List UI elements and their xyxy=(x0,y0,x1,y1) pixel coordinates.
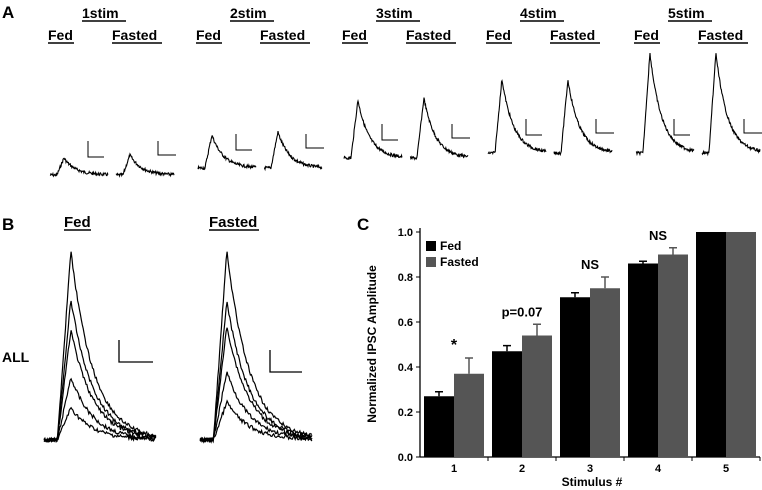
scalebar-fed-2 xyxy=(235,134,252,151)
legend-label-fed: Fed xyxy=(440,239,461,253)
trace-fasted-1 xyxy=(115,152,175,178)
scalebar-fasted-1 xyxy=(157,141,176,156)
legend: Fed Fasted xyxy=(426,239,479,269)
scalebar-fasted-5 xyxy=(743,119,762,134)
y-tick-label-4: 0.8 xyxy=(398,272,413,284)
trace-fasted-3 xyxy=(409,97,469,161)
bar-chart: Normalized IPSC Amplitude Stimulus # Fed… xyxy=(365,227,761,489)
bar-fasted-2 xyxy=(522,335,552,457)
y-tick-label-2: 0.4 xyxy=(398,362,414,374)
overlay-fed-1 xyxy=(43,406,157,444)
overlay-fasted-4 xyxy=(199,301,313,444)
trace-fed-5 xyxy=(635,52,695,157)
x-tick-label-4: 4 xyxy=(655,463,662,475)
bar-fed-5 xyxy=(696,232,726,457)
annotation-2: NS xyxy=(581,257,599,272)
stim-fed-label-2: Fed xyxy=(196,27,221,43)
panel-b-traces: Fed Fasted ALL xyxy=(2,214,313,444)
x-tick-label-1: 1 xyxy=(451,463,457,475)
scalebar-fed-3 xyxy=(381,124,398,141)
stim-title-1: 1stim xyxy=(82,5,119,21)
overlay-fasted-1 xyxy=(199,399,313,444)
y-axis-label: Normalized IPSC Amplitude xyxy=(365,265,379,423)
scalebar-fed-1 xyxy=(87,141,104,158)
bar-fed-1 xyxy=(424,396,454,457)
overlay-fed-5 xyxy=(43,251,157,443)
bar-fed-2 xyxy=(492,351,522,457)
stim-title-3: 3stim xyxy=(376,5,413,21)
panel-b-fed-label: Fed xyxy=(64,214,91,231)
stim-fed-label-1: Fed xyxy=(48,27,73,43)
x-axis-label: Stimulus # xyxy=(562,475,623,489)
annotation-0: * xyxy=(451,337,458,354)
scalebar-fasted-4 xyxy=(595,119,614,134)
panel-a-traces: 1stim Fed Fasted 2stim Fed Fasted 3stim Fed Fast… xyxy=(48,5,762,178)
bar-fasted-3 xyxy=(590,288,620,457)
stim-fasted-label-3: Fasted xyxy=(406,27,451,43)
stim-fed-label-3: Fed xyxy=(342,27,367,43)
stim-fasted-label-4: Fasted xyxy=(550,27,595,43)
annotation-1: p=0.07 xyxy=(502,304,543,319)
bar-fasted-5 xyxy=(726,232,756,457)
bar-fed-3 xyxy=(560,297,590,457)
x-tick-label-2: 2 xyxy=(519,463,525,475)
overlay-fasted-2 xyxy=(199,371,313,444)
trace-fed-2 xyxy=(197,135,257,171)
panel-label-c: C xyxy=(357,215,369,234)
panel-b-row-label: ALL xyxy=(2,349,30,365)
panel-label-b: B xyxy=(2,215,14,234)
overlay-fed-4 xyxy=(43,300,157,443)
panel-b-fasted-label: Fasted xyxy=(209,214,257,231)
panel-b-fasted-scalebar xyxy=(269,350,302,373)
y-tick-label-3: 0.6 xyxy=(398,317,413,329)
stim-fasted-label-5: Fasted xyxy=(698,27,743,43)
stim-fed-label-5: Fed xyxy=(634,27,659,43)
y-tick-label-1: 0.2 xyxy=(398,407,413,419)
annotation-3: NS xyxy=(649,228,667,243)
scalebar-fasted-3 xyxy=(451,124,470,139)
bar-fasted-4 xyxy=(658,254,688,457)
trace-fed-4 xyxy=(487,79,547,156)
overlay-fasted-5 xyxy=(199,251,313,444)
stim-title-5: 5stim xyxy=(668,5,705,21)
stim-fasted-label-2: Fasted xyxy=(260,27,305,43)
panel-label-a: A xyxy=(2,3,14,22)
legend-swatch-fasted xyxy=(426,257,436,267)
bar-fasted-1 xyxy=(454,373,484,457)
stim-title-2: 2stim xyxy=(230,5,267,21)
scalebar-fed-4 xyxy=(525,119,542,136)
panel-b-fed-scalebar xyxy=(118,340,153,363)
trace-fasted-4 xyxy=(553,80,613,157)
x-tick-label-3: 3 xyxy=(587,463,593,475)
y-tick-label-5: 1.0 xyxy=(398,227,413,239)
trace-fasted-2 xyxy=(263,130,323,172)
legend-label-fasted: Fasted xyxy=(440,255,479,269)
stim-fasted-label-1: Fasted xyxy=(112,27,157,43)
trace-fed-1 xyxy=(49,157,109,178)
bar-fed-4 xyxy=(628,263,658,457)
scalebar-fasted-2 xyxy=(305,134,324,149)
trace-fed-3 xyxy=(343,99,403,161)
scalebar-fed-5 xyxy=(673,119,690,136)
legend-swatch-fed xyxy=(426,241,436,251)
overlay-fed-3 xyxy=(43,330,157,442)
trace-fasted-5 xyxy=(701,53,761,157)
stim-fed-label-4: Fed xyxy=(486,27,511,43)
overlay-fed-2 xyxy=(43,377,157,443)
y-tick-label-0: 0.0 xyxy=(398,452,413,464)
x-tick-label-5: 5 xyxy=(723,463,729,475)
panel-b-overlay xyxy=(43,251,313,444)
stim-title-4: 4stim xyxy=(520,5,557,21)
